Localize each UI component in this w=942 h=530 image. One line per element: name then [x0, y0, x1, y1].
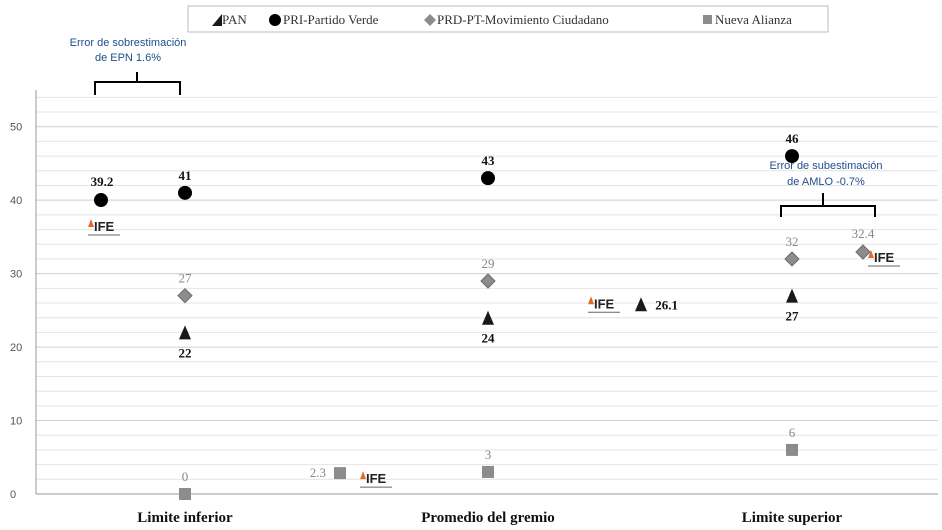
ife-flame-icon	[868, 250, 874, 259]
ife-logo-text: IFE	[94, 219, 115, 234]
official-value-label: 2.3	[310, 465, 326, 480]
ife-logo: IFE	[588, 296, 620, 313]
data-label: 22	[179, 345, 192, 360]
prd-point	[177, 287, 193, 304]
annotation-overestimation-bracket	[94, 72, 181, 95]
ife-logo-text: IFE	[366, 471, 387, 486]
data-label: 0	[182, 469, 189, 484]
na-point	[786, 443, 798, 456]
na-point	[179, 488, 191, 500]
annotation-underestimation-line2: de AMLO -0.7%	[787, 176, 865, 188]
ife-logo-text: IFE	[874, 250, 895, 265]
y-tick-label: 10	[10, 416, 22, 428]
official-prd-point	[855, 244, 871, 260]
x-axis: Limite inferior Promedio del gremio Limite…	[36, 493, 938, 526]
annotation-underestimation-bracket	[780, 193, 876, 217]
data-label: 24	[482, 331, 496, 346]
pan-point	[179, 325, 191, 340]
legend-pri-icon	[269, 14, 281, 26]
x-category-label: Promedio del gremio	[421, 510, 555, 526]
y-tick-label: 20	[10, 342, 22, 354]
legend-pan-icon	[212, 14, 222, 26]
annotation-overestimation: Error de sobrestimación de EPN 1.6%	[70, 37, 187, 95]
official-value-label: 39.2	[91, 174, 114, 189]
pri-point	[481, 171, 495, 186]
y-tick-label: 40	[10, 195, 22, 207]
legend-prd-label: PRD-PT-Movimiento Ciudadano	[437, 12, 609, 27]
ife-flame-icon	[88, 219, 94, 228]
data-label: 27	[786, 309, 800, 324]
official-pri-point	[94, 193, 108, 208]
prd-point	[784, 251, 800, 267]
official-value-label: 26.1	[655, 297, 678, 312]
data-label: 6	[789, 425, 796, 440]
x-category-label: Limite superior	[742, 510, 843, 526]
data-label: 27	[179, 271, 193, 286]
data-label: 46	[786, 131, 800, 146]
ife-flame-icon	[360, 471, 366, 480]
official-result-markers: 39.2 IFE 26.1 IFE 32.4 IFE 2.3 IFE	[88, 174, 900, 488]
y-axis: 0 10 20 30 40 50	[10, 90, 37, 501]
pri-point	[178, 185, 192, 200]
annotation-underestimation-line1: Error de subestimación	[769, 160, 882, 172]
pri-point	[785, 149, 799, 164]
ife-logo: IFE	[88, 219, 120, 236]
official-value-label: 32.4	[852, 226, 875, 241]
annotation-overestimation-line2: de EPN 1.6%	[95, 52, 161, 64]
official-pan-point	[635, 297, 647, 312]
legend: PAN PRI-Partido Verde PRD-PT-Movimiento …	[187, 5, 829, 33]
data-points: 22 24 27 41 43 46 27 29 32 0 3 6	[94, 131, 871, 500]
legend-box	[187, 5, 829, 33]
x-category-label: Limite inferior	[137, 510, 233, 526]
pan-point	[482, 310, 494, 325]
legend-prd-icon	[424, 14, 436, 26]
ife-flame-icon	[588, 296, 594, 305]
official-na-point	[334, 467, 346, 480]
data-label: 32	[786, 234, 799, 249]
prd-point	[480, 273, 496, 289]
y-tick-label: 50	[10, 122, 22, 134]
pan-point	[786, 288, 798, 303]
annotation-overestimation-line1: Error de sobrestimación	[70, 37, 187, 49]
data-label: 3	[485, 447, 492, 462]
data-label: 43	[482, 153, 496, 168]
y-tick-label: 30	[10, 269, 22, 281]
data-label: 29	[482, 256, 495, 271]
data-label: 41	[179, 168, 192, 183]
legend-pan-label: PAN	[222, 12, 247, 27]
ife-logo: IFE	[868, 250, 900, 267]
na-point	[482, 465, 494, 478]
ife-logo: IFE	[360, 471, 392, 488]
legend-na-label: Nueva Alianza	[715, 12, 792, 27]
legend-pri-label: PRI-Partido Verde	[283, 12, 379, 27]
y-tick-label: 0	[10, 489, 16, 501]
legend-na-icon	[703, 15, 712, 24]
annotation-underestimation: Error de subestimación de AMLO -0.7%	[769, 160, 883, 217]
ife-logo-text: IFE	[594, 296, 615, 311]
